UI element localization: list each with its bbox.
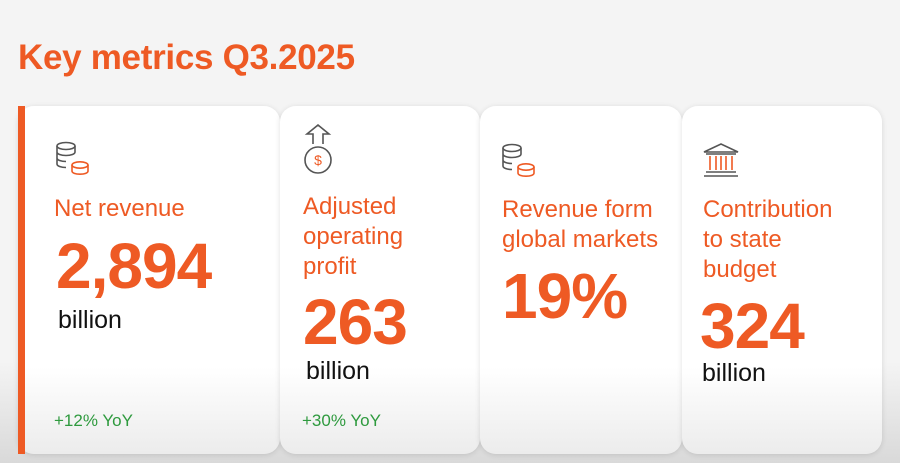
bank-icon [703,143,739,177]
metric-card: Net revenue 2,894 billion +12% YoY [18,106,280,454]
metric-unit: billion [702,359,766,387]
metric-label: Net revenue [54,194,185,224]
metric-value: 263 [303,286,408,358]
metric-card: $ Adjusted operating profit 263 billion … [280,106,480,454]
label-line: profit [303,253,357,280]
page-title: Key metrics Q3.2025 [18,38,355,77]
coins-icon [502,143,535,178]
label-line: global markets [502,226,659,253]
label-line: operating [303,223,404,250]
profit-icon: $ [304,124,332,174]
label-line: budget [703,256,777,283]
coins-icon [56,141,89,176]
metric-change: +30% YoY [302,411,381,430]
svg-text:$: $ [314,152,322,168]
metric-label: Contribution to state budget [703,195,832,285]
metric-value: 324 [700,290,805,362]
metric-unit: billion [306,357,370,385]
label-line: Adjusted [303,193,397,220]
metric-value: 19% [502,260,628,332]
metric-unit: billion [58,306,122,334]
metric-label: Revenue form global markets [502,195,658,255]
metric-value: 2,894 [56,230,212,302]
label-line: Net revenue [54,195,185,222]
label-line: to state [703,226,782,253]
label-line: Revenue form [502,196,653,223]
metric-card: Revenue form global markets 19% [480,106,682,454]
metric-label: Adjusted operating profit [303,192,403,282]
label-line: Contribution [703,196,833,223]
accent-bar [18,106,25,454]
metric-change: +12% YoY [54,411,133,430]
metric-card: Contribution to state budget 324 billion [682,106,882,454]
